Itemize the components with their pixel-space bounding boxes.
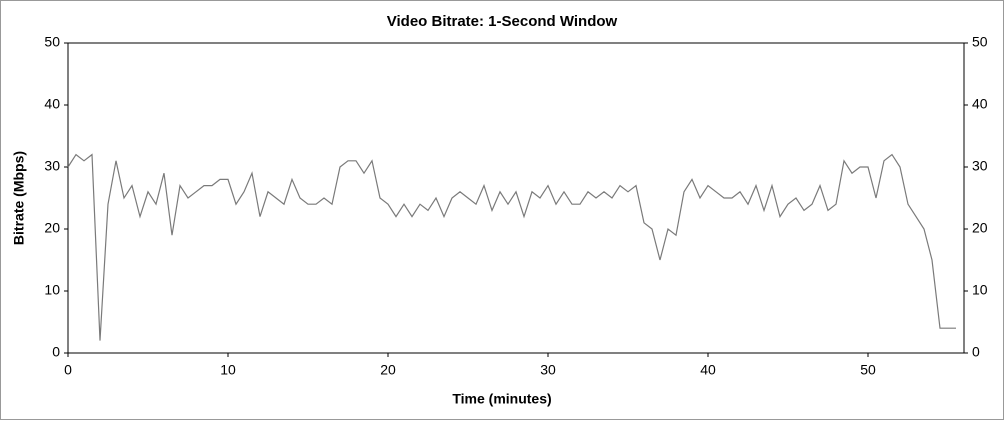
y2-tick-label: 40 <box>972 96 988 112</box>
y2-tick-label: 30 <box>972 158 988 174</box>
plot-frame <box>67 42 965 354</box>
y2-tick-label: 0 <box>972 344 980 360</box>
y2-tick-label: 50 <box>972 34 988 50</box>
x-tick-label: 30 <box>540 362 556 378</box>
x-tick-label: 20 <box>380 362 396 378</box>
x-axis-label: Time (minutes) <box>452 391 551 407</box>
x-tick-label: 0 <box>64 362 72 378</box>
y2-tick-label: 20 <box>972 220 988 236</box>
chart-title: Video Bitrate: 1-Second Window <box>387 13 618 30</box>
bitrate-line <box>67 153 956 341</box>
y-tick-label: 0 <box>52 344 60 360</box>
y-tick-label: 10 <box>44 282 60 298</box>
y-tick-label: 20 <box>44 220 60 236</box>
y2-tick-label: 10 <box>972 282 988 298</box>
y-axis-label: Bitrate (Mbps) <box>11 151 27 245</box>
y-tick-label: 40 <box>44 96 60 112</box>
x-tick-label: 40 <box>700 362 716 378</box>
y-tick-label: 50 <box>44 34 60 50</box>
x-tick-label: 10 <box>220 362 236 378</box>
x-tick-label: 50 <box>860 362 876 378</box>
y-tick-label: 30 <box>44 158 60 174</box>
